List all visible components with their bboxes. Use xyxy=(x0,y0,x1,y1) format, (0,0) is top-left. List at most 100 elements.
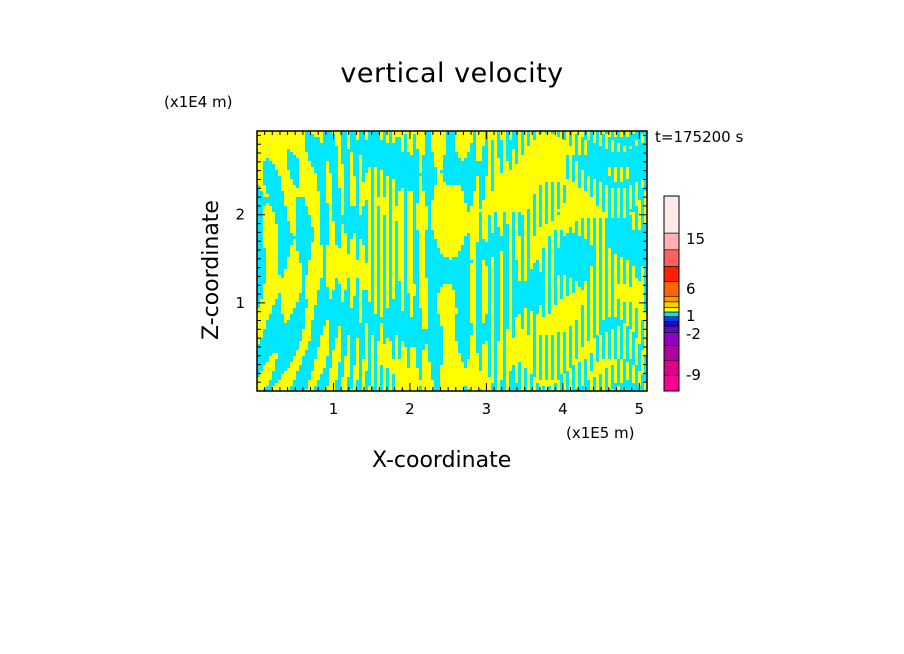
field-cell xyxy=(485,176,491,179)
field-cell xyxy=(614,257,617,260)
field-cell xyxy=(632,272,635,275)
field-cell xyxy=(458,251,470,254)
field-cell xyxy=(584,287,587,290)
field-cell xyxy=(476,242,509,245)
field-cell xyxy=(278,242,293,245)
field-cell xyxy=(599,221,602,224)
field-cell xyxy=(599,296,602,299)
field-cell xyxy=(470,317,476,320)
field-cell xyxy=(590,275,593,278)
field-cell xyxy=(566,134,569,137)
field-cell xyxy=(611,131,614,134)
field-cell xyxy=(311,257,323,260)
field-cell xyxy=(539,344,542,347)
field-cell xyxy=(536,356,539,359)
field-cell xyxy=(518,368,521,371)
field-cell xyxy=(362,209,368,212)
field-cell xyxy=(644,206,647,209)
field-cell xyxy=(482,215,488,218)
field-cell xyxy=(359,356,365,359)
field-cell xyxy=(596,191,599,194)
field-cell xyxy=(548,203,551,206)
field-cell xyxy=(395,188,401,191)
field-cell xyxy=(302,290,305,293)
field-cell xyxy=(395,272,398,275)
field-cell xyxy=(476,326,491,329)
field-cell xyxy=(599,374,602,377)
field-cell xyxy=(572,341,575,344)
field-cell xyxy=(611,299,614,302)
field-cell xyxy=(548,290,551,293)
field-cell xyxy=(494,272,500,275)
field-cell xyxy=(602,251,605,254)
field-cell xyxy=(593,365,611,368)
field-cell xyxy=(437,245,461,248)
field-cell xyxy=(503,326,509,329)
field-cell xyxy=(620,308,623,311)
field-cell xyxy=(590,284,593,287)
field-cell xyxy=(434,164,443,167)
field-cell xyxy=(428,215,431,218)
field-cell xyxy=(446,137,455,140)
field-cell xyxy=(425,191,434,194)
field-cell xyxy=(263,170,278,173)
field-cell xyxy=(638,317,647,320)
field-cell xyxy=(365,173,371,176)
field-cell xyxy=(359,170,362,173)
field-cell xyxy=(545,260,548,263)
field-cell xyxy=(305,284,320,287)
field-cell xyxy=(644,302,647,305)
field-cell xyxy=(335,140,341,143)
field-cell xyxy=(545,302,548,305)
field-cell xyxy=(371,239,374,242)
field-cell xyxy=(380,206,389,209)
field-cell xyxy=(368,347,371,350)
field-cell xyxy=(485,182,491,185)
field-cell xyxy=(305,287,320,290)
field-cell xyxy=(479,230,482,233)
field-cell xyxy=(644,344,647,347)
field-cell xyxy=(482,269,488,272)
field-cell xyxy=(626,209,638,212)
field-cell xyxy=(428,227,431,230)
field-cell xyxy=(602,266,605,269)
field-cell xyxy=(602,335,605,338)
field-cell xyxy=(359,161,362,164)
field-cell xyxy=(635,338,641,341)
field-cell xyxy=(536,200,539,203)
field-cell xyxy=(623,176,626,179)
field-cell xyxy=(515,152,518,155)
field-cell xyxy=(599,344,602,347)
field-cell xyxy=(524,326,527,329)
field-cell xyxy=(611,371,614,374)
field-cell xyxy=(377,170,380,173)
field-cell xyxy=(569,371,572,374)
field-cell xyxy=(482,368,488,371)
field-cell xyxy=(623,257,647,260)
field-cell xyxy=(281,176,290,179)
field-cell xyxy=(416,218,428,221)
field-cell xyxy=(383,332,443,335)
field-cell xyxy=(473,137,476,140)
field-cell xyxy=(272,389,290,391)
field-cell xyxy=(407,290,416,293)
field-cell xyxy=(566,191,590,194)
field-cell xyxy=(437,293,455,296)
field-cell xyxy=(545,191,548,194)
field-cell xyxy=(599,242,602,245)
field-cell xyxy=(257,323,266,326)
field-cell xyxy=(446,182,476,185)
field-cell xyxy=(482,299,488,302)
field-cell xyxy=(455,305,470,308)
field-cell xyxy=(584,140,587,143)
field-cell xyxy=(350,251,356,254)
field-cell xyxy=(635,329,638,332)
field-cell xyxy=(581,314,584,317)
field-cell xyxy=(623,377,626,380)
field-cell xyxy=(392,224,395,227)
field-cell xyxy=(506,143,518,146)
field-cell xyxy=(392,194,395,197)
field-cell xyxy=(398,251,404,254)
field-cell xyxy=(263,329,302,332)
field-cell xyxy=(620,377,623,380)
